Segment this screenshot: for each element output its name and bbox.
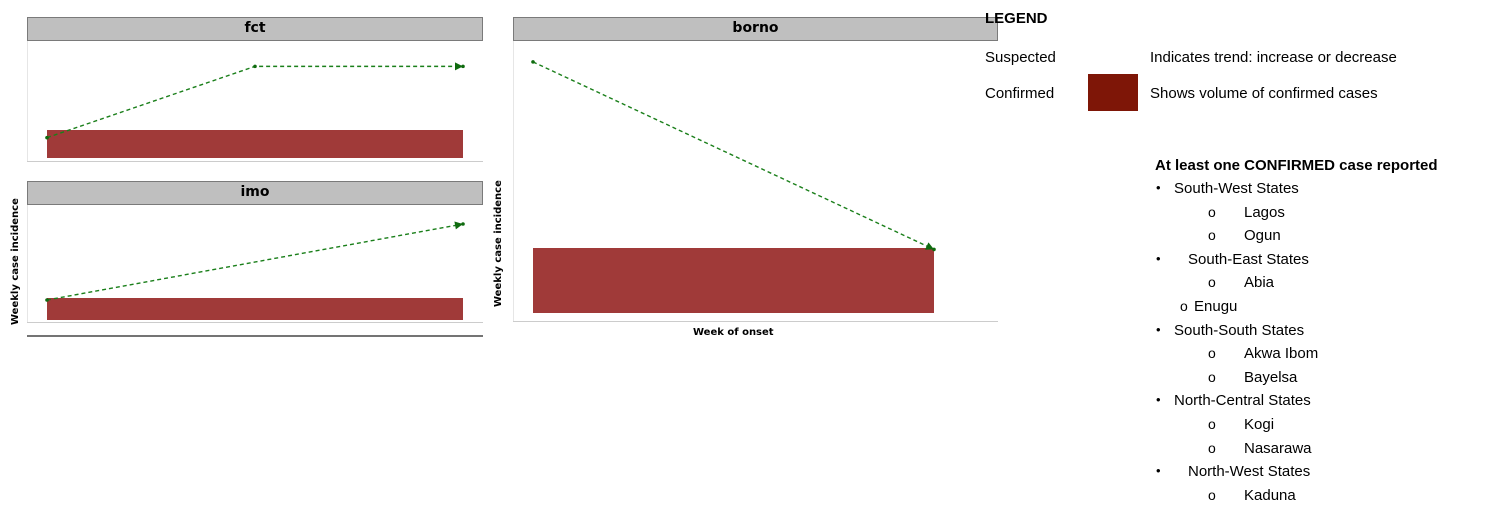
state-bullet: o (1208, 227, 1216, 244)
state-name: Abia (1244, 274, 1275, 292)
legend-suspected-description: Indicates trend: increase or decrease (1150, 49, 1397, 66)
suspected-point-fct-2 (253, 64, 257, 69)
region-bullet: • (1156, 180, 1161, 195)
left-y-axis-label: Weekly case incidence (10, 198, 21, 325)
state-name: Bayelsa (1244, 368, 1298, 386)
legend-confirmed-label: Confirmed (985, 85, 1055, 102)
suspected-point-fct-3 (461, 64, 465, 69)
legend-confirmed-description: Shows volume of confirmed cases (1150, 85, 1378, 102)
state-name: Kaduna (1244, 486, 1296, 504)
state-bullet: o (1208, 439, 1216, 456)
confirmed-region-list: • South-West States o Lagos o Ogun • South-East… (1150, 180, 1495, 523)
region-bullet: • (1156, 321, 1161, 337)
panel-imo (27, 205, 483, 323)
region-bullet: • (1156, 392, 1161, 408)
facet-strip-borno: borno (513, 17, 998, 41)
state-bullet: o (1208, 368, 1216, 385)
region-bullet: • (1156, 250, 1161, 266)
suspected-arrowhead-borno (925, 242, 934, 250)
state-bullet: o (1208, 274, 1216, 291)
state-name: Akwa Ibom (1244, 345, 1319, 363)
suspected-point-fct-1 (45, 135, 49, 140)
suspected-trend-line-borno (532, 61, 935, 251)
legend-title: LEGEND (985, 10, 1048, 27)
suspected-point-imo-1 (45, 298, 49, 302)
suspected-trend-line-imo (46, 223, 464, 301)
facet-strip-fct: fct (27, 17, 483, 41)
facet-title-borno: borno (732, 20, 779, 36)
region-name: South-West States (1174, 180, 1299, 197)
state-name: Enugu (1194, 298, 1238, 315)
suspected-point-borno-1 (531, 60, 535, 64)
region-name: North-Central States (1174, 392, 1311, 410)
state-name: Kogi (1244, 416, 1275, 433)
confirmed-list-title: At least one CONFIRMED case reported (1155, 157, 1438, 174)
state-name: Ogun (1244, 227, 1281, 245)
region-bullet: • (1156, 463, 1161, 479)
state-bullet: o (1208, 345, 1216, 362)
state-bullet: o (1208, 486, 1216, 503)
state-bullet: o (1208, 416, 1216, 432)
suspected-arrowhead-fct (455, 62, 463, 71)
panel-borno (513, 41, 998, 322)
facet-title-fct: fct (244, 20, 266, 36)
suspected-arrowhead-imo (454, 221, 463, 230)
confirmed-bar-imo (47, 298, 463, 320)
state-name: Lagos (1244, 203, 1285, 221)
legend-confirmed-swatch (1088, 74, 1138, 111)
confirmed-bar-fct (47, 130, 463, 158)
confirmed-bar-borno (533, 248, 934, 313)
suspected-trend-line-fct (46, 65, 463, 139)
left-axis-baseline (27, 335, 483, 337)
facet-strip-imo: imo (27, 181, 483, 205)
facet-title-imo: imo (240, 184, 270, 200)
state-name: Nasarawa (1244, 439, 1312, 457)
legend-suspected-label: Suspected (985, 49, 1056, 66)
right-x-axis-label: Week of onset (693, 327, 774, 338)
region-name: South-East States (1188, 250, 1309, 268)
right-y-axis-label: Weekly case incidence (493, 180, 504, 307)
region-name: North-West States (1188, 463, 1311, 481)
panel-fct (27, 41, 483, 162)
state-bullet: o (1208, 203, 1216, 220)
state-bullet: o (1180, 298, 1188, 314)
region-name: South-South States (1174, 321, 1305, 339)
